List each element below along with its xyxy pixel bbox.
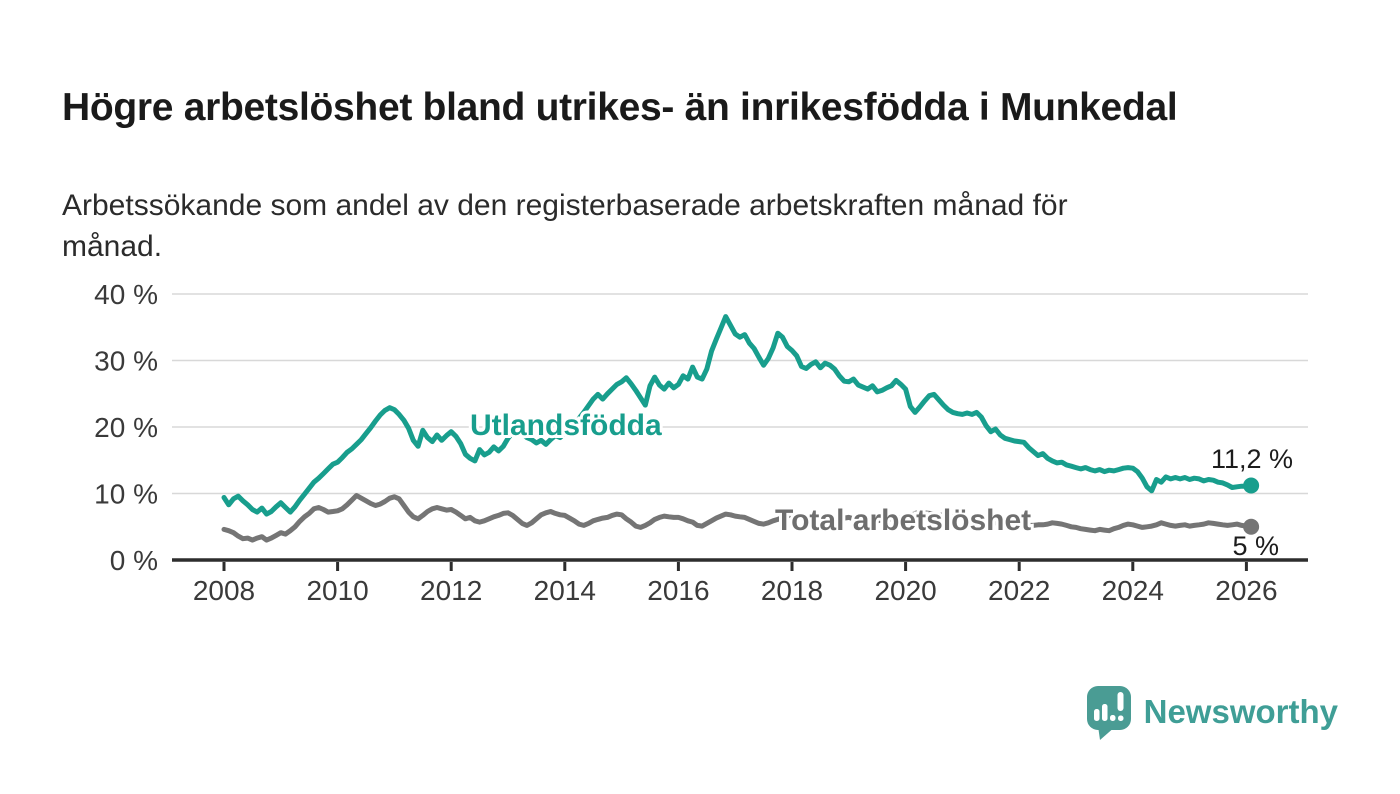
newsworthy-logo[interactable]: Newsworthy	[1085, 684, 1338, 740]
series-end-dot-1	[1243, 477, 1260, 494]
line-chart: 0 % 10 % 20 % 30 % 40 % 2008 2010 2012 2014 2016 2…	[94, 279, 1308, 606]
newsworthy-logo-icon	[1086, 686, 1131, 740]
x-tick-label: 2010	[306, 575, 368, 606]
series-line-2	[221, 493, 1254, 543]
x-tick-label: 2020	[874, 575, 936, 606]
x-tick-label: 2012	[420, 575, 482, 606]
x-tick-label: 2014	[534, 575, 596, 606]
x-tick-label: 2022	[988, 575, 1050, 606]
series-line-1	[221, 314, 1254, 517]
x-tick-label: 2026	[1215, 575, 1277, 606]
brand-name: Newsworthy	[1143, 693, 1338, 730]
page-subtitle: Arbetssökande som andel av den registerb…	[62, 189, 1068, 263]
logo-bars	[1093, 692, 1124, 721]
series-label-2: Total arbetslöshet	[775, 504, 1031, 537]
page-title: Högre arbetslöshet bland utrikes- än inr…	[62, 86, 1178, 130]
x-tick-label: 2016	[647, 575, 709, 606]
y-tick-label: 10 %	[94, 479, 158, 510]
x-tick-label: 2024	[1102, 575, 1164, 606]
x-tick-label: 2018	[761, 575, 823, 606]
series-end-label-2: 5 %	[1232, 531, 1279, 561]
y-tick-label: 0 %	[110, 545, 158, 576]
series-end-label-1: 11,2 %	[1211, 444, 1293, 474]
y-tick-label: 30 %	[94, 346, 158, 377]
logo-bubble	[1086, 686, 1131, 740]
series-end-dot-2	[1243, 518, 1260, 535]
y-tick-label: 20 %	[94, 412, 158, 443]
y-tick-label: 40 %	[94, 279, 158, 310]
series-label-1: Utlandsfödda	[470, 409, 662, 442]
x-tick-label: 2008	[193, 575, 255, 606]
